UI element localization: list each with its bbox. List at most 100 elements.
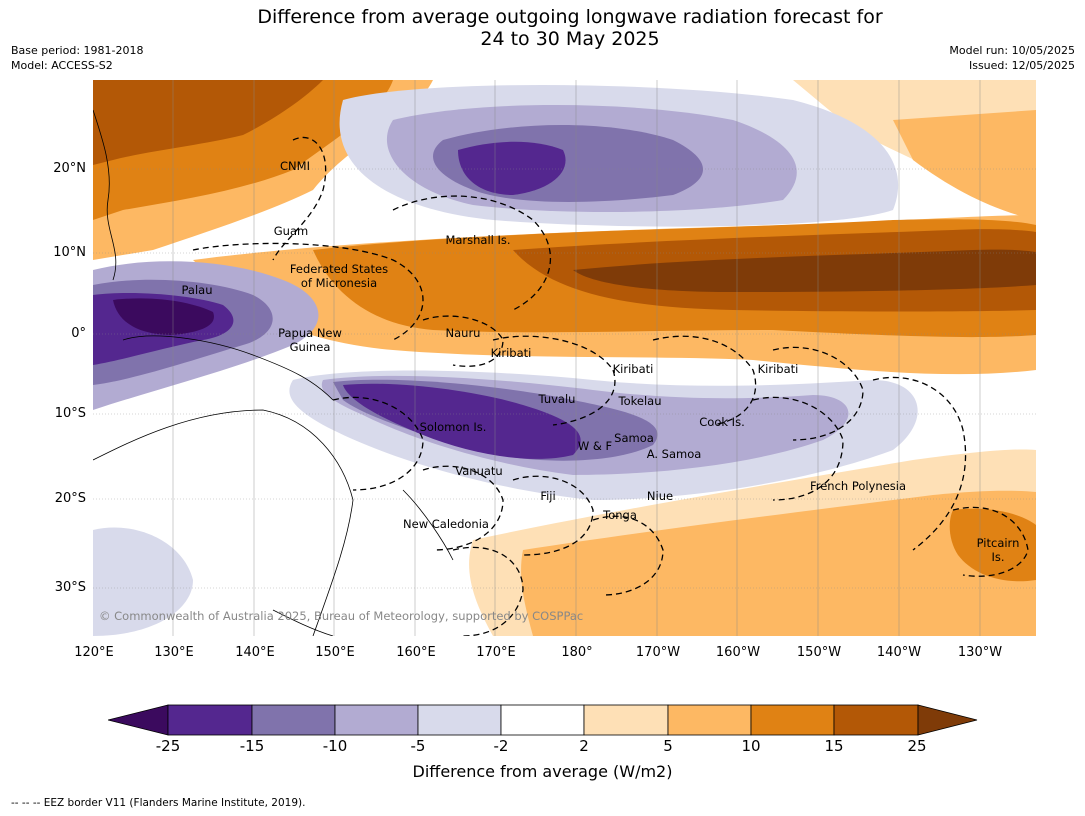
title-line-1: Difference from average outgoing longwav… bbox=[257, 6, 883, 28]
title-line-2: 24 to 30 May 2025 bbox=[480, 28, 660, 50]
eez-kiribati-east bbox=[772, 346, 864, 441]
colorbar-cell bbox=[667, 704, 752, 736]
label-fsm-2: of Micronesia bbox=[301, 276, 377, 290]
colorbar-cell bbox=[417, 704, 502, 736]
issued-date: Issued: 12/05/2025 bbox=[968, 59, 1075, 72]
lon-tick: 130°E bbox=[154, 645, 194, 660]
colorbar-tick: 5 bbox=[663, 737, 673, 755]
field-ne-5 bbox=[893, 110, 1036, 220]
colorbar-tick: -25 bbox=[155, 737, 181, 755]
eez-fsm bbox=[192, 242, 424, 341]
label-fiji: Fiji bbox=[540, 489, 555, 503]
lon-tick: 150°E bbox=[315, 645, 355, 660]
colorbar-cell bbox=[167, 704, 253, 736]
map-title: Difference from average outgoing longwav… bbox=[0, 6, 1085, 50]
coast-philippines bbox=[93, 109, 117, 281]
label-solomon: Solomon Is. bbox=[420, 420, 487, 434]
lon-tick: 160°W bbox=[715, 645, 761, 660]
eez-solomon bbox=[332, 396, 424, 491]
map-panel: CNMI Guam Marshall Is. Federated States … bbox=[93, 80, 1036, 636]
lat-tick: 0° bbox=[71, 326, 86, 341]
label-french-polynesia: French Polynesia bbox=[810, 479, 906, 493]
label-tuvalu: Tuvalu bbox=[538, 392, 576, 406]
label-wallis-futuna: W & F bbox=[578, 439, 612, 453]
meta-left: Base period: 1981-2018 Model: ACCESS-S2 bbox=[11, 43, 143, 73]
label-tokelau: Tokelau bbox=[618, 394, 662, 408]
lat-tick: 30°S bbox=[54, 580, 86, 595]
field-n-25 bbox=[458, 141, 566, 195]
base-period: Base period: 1981-2018 bbox=[11, 44, 144, 57]
coastlines bbox=[93, 109, 454, 636]
field-nw-15 bbox=[93, 80, 323, 165]
colorbar-cell-above bbox=[917, 704, 978, 736]
eez-vanuatu bbox=[422, 465, 504, 551]
colorbar bbox=[108, 704, 978, 736]
eez-new-caledonia bbox=[452, 546, 524, 636]
eez-kiribati-central bbox=[652, 335, 757, 426]
label-png-1: Papua New bbox=[278, 326, 342, 340]
lon-tick: 150°W bbox=[796, 645, 842, 660]
coast-new-caledonia bbox=[402, 489, 454, 561]
label-fsm-1: Federated States bbox=[290, 262, 388, 276]
label-pitcairn-1: Pitcairn bbox=[977, 536, 1020, 550]
colorbar-cell-below bbox=[108, 704, 169, 736]
lon-tick: 180° bbox=[561, 645, 593, 660]
model-name: Model: ACCESS-S2 bbox=[11, 59, 113, 72]
label-niue: Niue bbox=[647, 489, 673, 503]
copyright-notice: © Commonwealth of Australia 2025, Bureau… bbox=[99, 609, 583, 623]
colorbar-cell bbox=[583, 704, 669, 736]
label-cook: Cook Is. bbox=[699, 415, 744, 429]
colorbar-tick: 2 bbox=[579, 737, 589, 755]
field-eq-25 bbox=[573, 249, 1036, 292]
eez-cnmi bbox=[272, 136, 327, 261]
label-guam: Guam bbox=[274, 224, 308, 238]
label-kiribati-2: Kiribati bbox=[613, 362, 654, 376]
label-cnmi: CNMI bbox=[280, 159, 310, 173]
eez-fiji bbox=[512, 475, 594, 556]
label-palau: Palau bbox=[182, 283, 213, 297]
eez-footnote: -- -- -- EEZ border V11 (Flanders Marine… bbox=[11, 797, 306, 809]
lat-tick: 20°S bbox=[54, 491, 86, 506]
lat-tick: 20°N bbox=[53, 161, 86, 176]
colorbar-tick: -10 bbox=[322, 737, 348, 755]
coast-new-guinea bbox=[122, 335, 334, 401]
colorbar-cell bbox=[833, 704, 919, 736]
field-s-5 bbox=[521, 490, 1036, 636]
label-nauru: Nauru bbox=[446, 326, 481, 340]
meta-right: Model run: 10/05/2025 Issued: 12/05/2025 bbox=[949, 43, 1075, 73]
label-kiribati-1: Kiribati bbox=[491, 346, 532, 360]
model-run: Model run: 10/05/2025 bbox=[949, 44, 1075, 57]
lon-tick: 170°E bbox=[476, 645, 516, 660]
coast-new-zealand bbox=[272, 609, 334, 636]
colorbar-tick: 10 bbox=[741, 737, 761, 755]
label-new-caledonia: New Caledonia bbox=[403, 517, 489, 531]
eez-tonga bbox=[592, 515, 664, 596]
region-labels: CNMI Guam Marshall Is. Federated States … bbox=[182, 159, 1020, 564]
colorbar-tick: 25 bbox=[907, 737, 927, 755]
eez-marshall bbox=[392, 195, 552, 311]
colorbar-cell bbox=[334, 704, 419, 736]
label-american-samoa: A. Samoa bbox=[647, 447, 702, 461]
label-marshall: Marshall Is. bbox=[445, 233, 510, 247]
label-png-2: Guinea bbox=[290, 340, 331, 354]
lat-tick: 10°N bbox=[53, 245, 86, 260]
lon-tick: 160°E bbox=[396, 645, 436, 660]
colorbar-tick: -2 bbox=[493, 737, 509, 755]
colorbar-cell bbox=[500, 704, 585, 736]
coast-australia bbox=[93, 409, 354, 636]
label-tonga: Tonga bbox=[602, 508, 637, 522]
label-pitcairn-2: Is. bbox=[991, 550, 1004, 564]
eez-cook bbox=[752, 396, 844, 501]
lon-tick: 140°W bbox=[876, 645, 922, 660]
eez-borders bbox=[192, 136, 1029, 636]
colorbar-cell bbox=[750, 704, 835, 736]
colorbar-tick: -15 bbox=[239, 737, 265, 755]
eez-pitcairn bbox=[952, 506, 1029, 577]
label-vanuatu: Vanuatu bbox=[455, 464, 502, 478]
field-w-extreme bbox=[113, 298, 214, 335]
colorbar-cell bbox=[251, 704, 336, 736]
colorbar-tick: 15 bbox=[824, 737, 844, 755]
field-spcz-15 bbox=[343, 383, 581, 459]
lon-tick: 120°E bbox=[74, 645, 114, 660]
label-samoa: Samoa bbox=[614, 431, 654, 445]
